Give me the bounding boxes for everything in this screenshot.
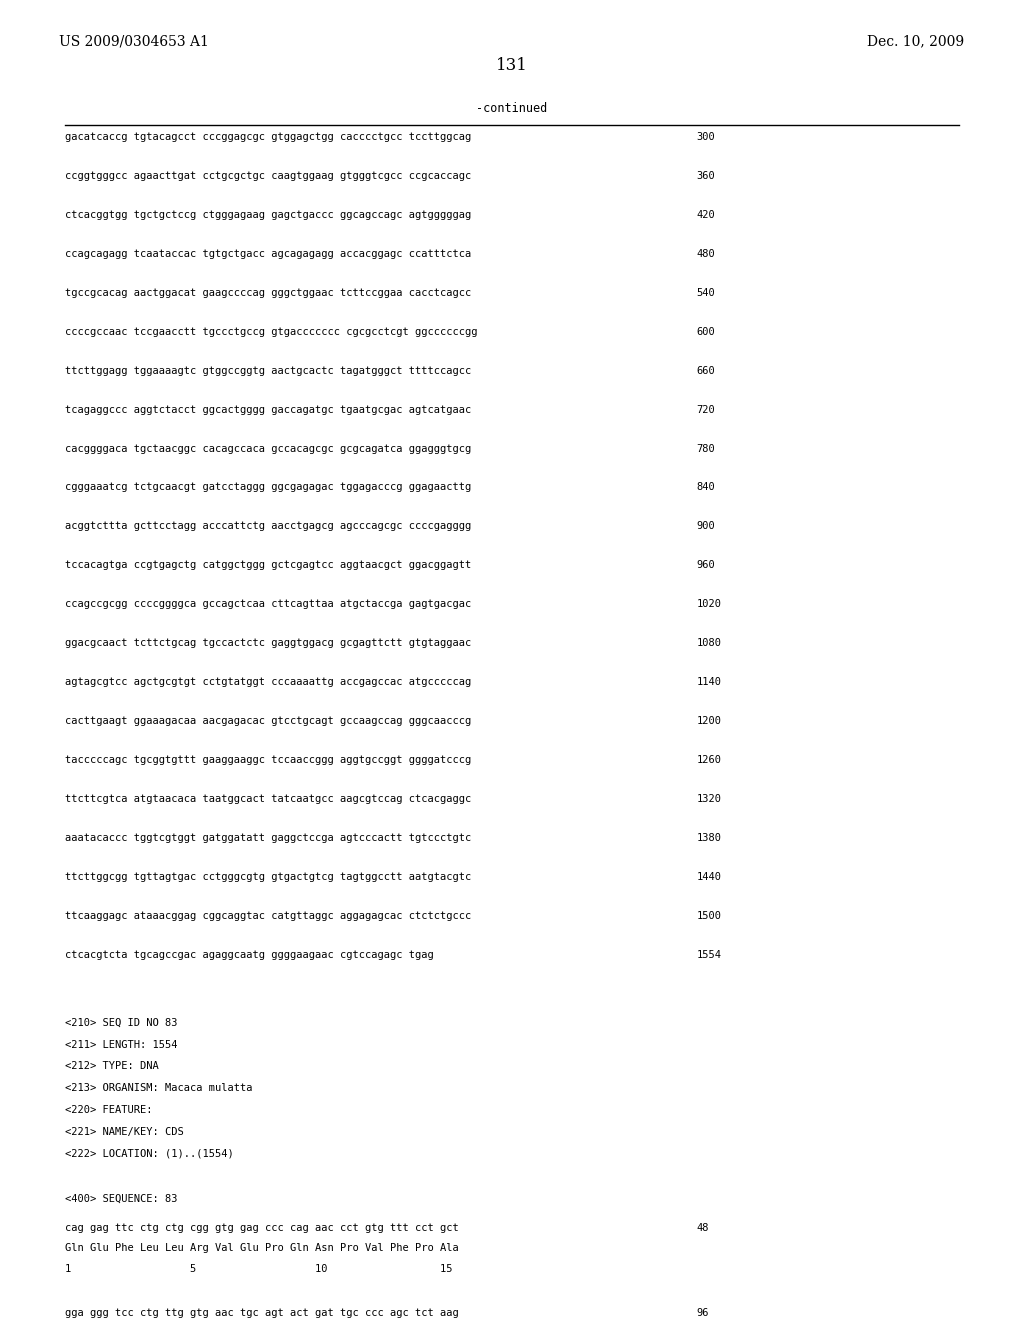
Text: 1080: 1080 xyxy=(696,638,721,648)
Text: 540: 540 xyxy=(696,288,715,298)
Text: 1200: 1200 xyxy=(696,715,721,726)
Text: ccagccgcgg ccccggggca gccagctcaa cttcagttaa atgctaccga gagtgacgac: ccagccgcgg ccccggggca gccagctcaa cttcagt… xyxy=(65,599,471,610)
Text: 300: 300 xyxy=(696,132,715,143)
Text: 780: 780 xyxy=(696,444,715,454)
Text: <212> TYPE: DNA: <212> TYPE: DNA xyxy=(65,1061,159,1072)
Text: agtagcgtcc agctgcgtgt cctgtatggt cccaaaattg accgagccac atgcccccag: agtagcgtcc agctgcgtgt cctgtatggt cccaaaa… xyxy=(65,677,471,688)
Text: gga ggg tcc ctg ttg gtg aac tgc agt act gat tgc ccc agc tct aag: gga ggg tcc ctg ttg gtg aac tgc agt act … xyxy=(65,1308,459,1319)
Text: <220> FEATURE:: <220> FEATURE: xyxy=(65,1105,152,1115)
Text: gacatcaccg tgtacagcct cccggagcgc gtggagctgg cacccctgcc tccttggcag: gacatcaccg tgtacagcct cccggagcgc gtggagc… xyxy=(65,132,471,143)
Text: 1554: 1554 xyxy=(696,949,721,960)
Text: <213> ORGANISM: Macaca mulatta: <213> ORGANISM: Macaca mulatta xyxy=(65,1082,252,1093)
Text: 480: 480 xyxy=(696,248,715,259)
Text: 48: 48 xyxy=(696,1222,709,1233)
Text: 1380: 1380 xyxy=(696,833,721,843)
Text: ccagcagagg tcaataccac tgtgctgacc agcagagagg accacggagc ccatttctca: ccagcagagg tcaataccac tgtgctgacc agcagag… xyxy=(65,248,471,259)
Text: <222> LOCATION: (1)..(1554): <222> LOCATION: (1)..(1554) xyxy=(65,1148,233,1159)
Text: tccacagtga ccgtgagctg catggctggg gctcgagtcc aggtaacgct ggacggagtt: tccacagtga ccgtgagctg catggctggg gctcgag… xyxy=(65,560,471,570)
Text: 420: 420 xyxy=(696,210,715,220)
Text: tacccccagc tgcggtgttt gaaggaaggc tccaaccggg aggtgccggt ggggatcccg: tacccccagc tgcggtgttt gaaggaaggc tccaacc… xyxy=(65,755,471,766)
Text: aaatacaccc tggtcgtggt gatggatatt gaggctccga agtcccactt tgtccctgtc: aaatacaccc tggtcgtggt gatggatatt gaggctc… xyxy=(65,833,471,843)
Text: ctcacggtgg tgctgctccg ctgggagaag gagctgaccc ggcagccagc agtgggggag: ctcacggtgg tgctgctccg ctgggagaag gagctga… xyxy=(65,210,471,220)
Text: 1500: 1500 xyxy=(696,911,721,921)
Text: US 2009/0304653 A1: US 2009/0304653 A1 xyxy=(59,34,209,49)
Text: 1440: 1440 xyxy=(696,871,721,882)
Text: ttcaaggagc ataaacggag cggcaggtac catgttaggc aggagagcac ctctctgccc: ttcaaggagc ataaacggag cggcaggtac catgtta… xyxy=(65,911,471,921)
Text: 660: 660 xyxy=(696,366,715,376)
Text: ccccgccaac tccgaacctt tgccctgccg gtgaccccccc cgcgcctcgt ggccccccgg: ccccgccaac tccgaacctt tgccctgccg gtgaccc… xyxy=(65,326,477,337)
Text: <211> LENGTH: 1554: <211> LENGTH: 1554 xyxy=(65,1040,177,1049)
Text: <400> SEQUENCE: 83: <400> SEQUENCE: 83 xyxy=(65,1193,177,1204)
Text: ggacgcaact tcttctgcag tgccactctc gaggtggacg gcgagttctt gtgtaggaac: ggacgcaact tcttctgcag tgccactctc gaggtgg… xyxy=(65,638,471,648)
Text: 1                   5                   10                  15: 1 5 10 15 xyxy=(65,1265,452,1274)
Text: 1320: 1320 xyxy=(696,793,721,804)
Text: 1020: 1020 xyxy=(696,599,721,610)
Text: 900: 900 xyxy=(696,521,715,532)
Text: ccggtgggcc agaacttgat cctgcgctgc caagtggaag gtgggtcgcc ccgcaccagc: ccggtgggcc agaacttgat cctgcgctgc caagtgg… xyxy=(65,170,471,181)
Text: 1140: 1140 xyxy=(696,677,721,688)
Text: 131: 131 xyxy=(496,57,528,74)
Text: 360: 360 xyxy=(696,170,715,181)
Text: 600: 600 xyxy=(696,326,715,337)
Text: cacggggaca tgctaacggc cacagccaca gccacagcgc gcgcagatca ggagggtgcg: cacggggaca tgctaacggc cacagccaca gccacag… xyxy=(65,444,471,454)
Text: acggtcttta gcttcctagg acccattctg aacctgagcg agcccagcgc ccccgagggg: acggtcttta gcttcctagg acccattctg aacctga… xyxy=(65,521,471,532)
Text: 1260: 1260 xyxy=(696,755,721,766)
Text: ttcttcgtca atgtaacaca taatggcact tatcaatgcc aagcgtccag ctcacgaggc: ttcttcgtca atgtaacaca taatggcact tatcaat… xyxy=(65,793,471,804)
Text: <221> NAME/KEY: CDS: <221> NAME/KEY: CDS xyxy=(65,1126,183,1137)
Text: 840: 840 xyxy=(696,482,715,492)
Text: Dec. 10, 2009: Dec. 10, 2009 xyxy=(867,34,965,49)
Text: -continued: -continued xyxy=(476,102,548,115)
Text: cacttgaagt ggaaagacaa aacgagacac gtcctgcagt gccaagccag gggcaacccg: cacttgaagt ggaaagacaa aacgagacac gtcctgc… xyxy=(65,715,471,726)
Text: cgggaaatcg tctgcaacgt gatcctaggg ggcgagagac tggagacccg ggagaacttg: cgggaaatcg tctgcaacgt gatcctaggg ggcgaga… xyxy=(65,482,471,492)
Text: ttcttggcgg tgttagtgac cctgggcgtg gtgactgtcg tagtggcctt aatgtacgtc: ttcttggcgg tgttagtgac cctgggcgtg gtgactg… xyxy=(65,871,471,882)
Text: tcagaggccc aggtctacct ggcactgggg gaccagatgc tgaatgcgac agtcatgaac: tcagaggccc aggtctacct ggcactgggg gaccaga… xyxy=(65,404,471,414)
Text: cag gag ttc ctg ctg cgg gtg gag ccc cag aac cct gtg ttt cct gct: cag gag ttc ctg ctg cgg gtg gag ccc cag … xyxy=(65,1222,459,1233)
Text: <210> SEQ ID NO 83: <210> SEQ ID NO 83 xyxy=(65,1018,177,1028)
Text: Gln Glu Phe Leu Leu Arg Val Glu Pro Gln Asn Pro Val Phe Pro Ala: Gln Glu Phe Leu Leu Arg Val Glu Pro Gln … xyxy=(65,1243,459,1254)
Text: ttcttggagg tggaaaagtc gtggccggtg aactgcactc tagatgggct ttttccagcc: ttcttggagg tggaaaagtc gtggccggtg aactgca… xyxy=(65,366,471,376)
Text: tgccgcacag aactggacat gaagccccag gggctggaac tcttccggaa cacctcagcc: tgccgcacag aactggacat gaagccccag gggctgg… xyxy=(65,288,471,298)
Text: ctcacgtcta tgcagccgac agaggcaatg ggggaagaac cgtccagagc tgag: ctcacgtcta tgcagccgac agaggcaatg ggggaag… xyxy=(65,949,433,960)
Text: 960: 960 xyxy=(696,560,715,570)
Text: 720: 720 xyxy=(696,404,715,414)
Text: 96: 96 xyxy=(696,1308,709,1319)
